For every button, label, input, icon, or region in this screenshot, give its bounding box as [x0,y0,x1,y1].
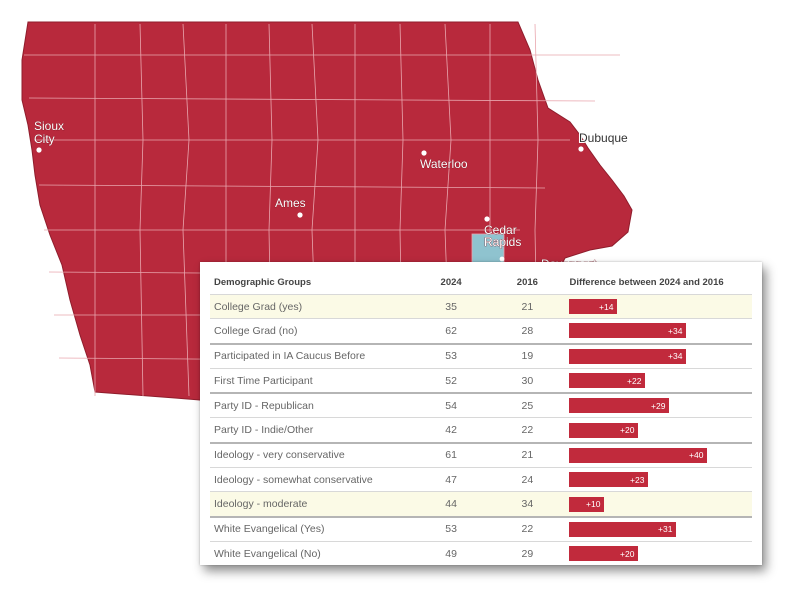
row-difference-cell: +10 [565,491,752,517]
difference-bar: +23 [569,472,649,488]
row-difference-cell: +14 [565,293,752,319]
row-value-2016: 25 [489,392,566,418]
row-value-2016: 30 [489,367,566,394]
difference-bar: +40 [569,447,708,463]
row-group-label: First Time Participant [210,367,413,394]
row-value-2016: 22 [489,515,566,542]
table-row: First Time Participant 52 30 +22 [210,367,752,394]
demographics-table: Demographic Groups 2024 2016 Difference … [210,271,752,566]
row-value-2024: 54 [413,392,490,418]
row-value-2024: 62 [413,318,490,344]
row-group-label: College Grad (yes) [210,293,413,319]
table-row: Ideology - somewhat conservative 47 24 +23 [210,467,752,492]
difference-bar: +34 [569,323,687,339]
row-difference-cell: +34 [565,318,752,344]
row-value-2016: 29 [489,540,566,566]
row-value-2024: 49 [413,540,490,566]
difference-bar: +20 [569,546,639,562]
row-value-2024: 47 [413,467,490,492]
row-difference-cell: +40 [565,441,752,468]
difference-bar: +10 [569,496,605,512]
city-ames: Ames [275,196,306,218]
table-header-row: Demographic Groups 2024 2016 Difference … [210,271,752,295]
city-cedar-rapids: Cedar Rapids [484,216,522,262]
row-difference-cell: +23 [565,467,752,492]
row-group-label: White Evangelical (Yes) [210,515,413,542]
row-group-label: College Grad (no) [210,318,413,344]
difference-bar: +14 [569,299,618,315]
difference-bar: +34 [569,348,687,364]
header-2024: 2024 [440,277,462,288]
header-group: Demographic Groups [214,277,312,288]
row-value-2024: 44 [413,491,490,517]
table-row: White Evangelical (No) 49 29 +20 [210,540,752,566]
row-difference-cell: +20 [565,540,752,566]
row-difference-cell: +20 [565,417,752,443]
difference-bar: +29 [569,398,670,414]
demographics-table-panel: Demographic Groups 2024 2016 Difference … [200,262,762,566]
row-value-2024: 53 [413,342,490,369]
difference-bar: +22 [569,373,646,389]
row-group-label: Party ID - Indie/Other [210,417,413,443]
header-difference: Difference between 2024 and 2016 [569,277,724,288]
difference-bar: +31 [569,521,677,537]
table-row: Party ID - Republican 54 25 +29 [210,392,752,418]
row-value-2024: 42 [413,417,490,443]
row-difference-cell: +31 [565,515,752,542]
sioux-city-marker [36,147,42,153]
difference-bar: +20 [569,422,639,438]
sioux-city-label: Sioux City [34,119,64,146]
row-value-2016: 19 [489,342,566,369]
table-row: Ideology - very conservative 61 21 +40 [210,441,752,468]
row-value-2016: 34 [489,491,566,517]
dubuque-label: Dubuque [579,131,628,145]
city-dubuque: Dubuque [578,130,629,152]
row-value-2016: 28 [489,318,566,344]
city-waterloo: Waterloo [420,150,468,171]
ames-label: Ames [275,196,306,210]
dubuque-marker [578,146,584,152]
row-value-2024: 53 [413,515,490,542]
cedar-rapids-secondary-marker [499,256,505,262]
waterloo-marker [421,150,427,156]
cedar-rapids-label: Cedar Rapids [484,223,521,249]
row-value-2016: 21 [489,293,566,319]
highlighted-county [471,233,505,265]
row-group-label: Ideology - moderate [210,491,413,517]
table-row: Ideology - moderate 44 34 +10 [210,491,752,517]
row-value-2024: 35 [413,293,490,319]
header-2016: 2016 [516,277,538,288]
waterloo-label: Waterloo [420,157,468,171]
row-difference-cell: +29 [565,392,752,418]
row-value-2016: 22 [489,417,566,443]
table-row: Party ID - Indie/Other 42 22 +20 [210,417,752,443]
row-group-label: Participated in IA Caucus Before [210,342,413,369]
table-row: White Evangelical (Yes) 53 22 +31 [210,515,752,542]
row-group-label: White Evangelical (No) [210,540,413,566]
row-difference-cell: +22 [565,367,752,394]
row-value-2016: 21 [489,441,566,468]
row-value-2024: 61 [413,441,490,468]
row-value-2016: 24 [489,467,566,492]
table-row: Participated in IA Caucus Before 53 19 +34 [210,342,752,369]
row-group-label: Ideology - very conservative [210,441,413,468]
row-group-label: Party ID - Republican [210,392,413,418]
cedar-rapids-marker [484,216,490,222]
table-row: College Grad (yes) 35 21 +14 [210,293,752,319]
row-difference-cell: +34 [565,342,752,369]
table-row: College Grad (no) 62 28 +34 [210,318,752,344]
row-value-2024: 52 [413,367,490,394]
city-sioux-city: Sioux City [34,119,64,153]
row-group-label: Ideology - somewhat conservative [210,467,413,492]
ames-marker [297,212,303,218]
